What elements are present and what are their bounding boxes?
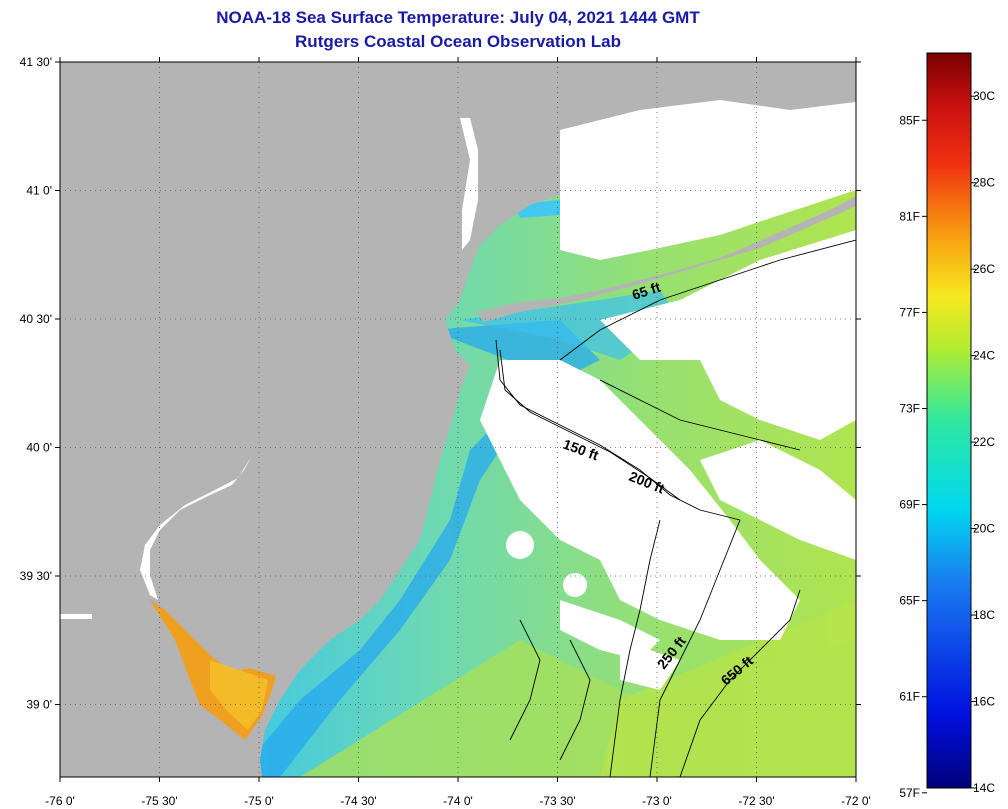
lon-label: -75 0' bbox=[244, 794, 274, 808]
colorbar-f-label: 57F bbox=[899, 786, 920, 800]
lon-label: -72 0' bbox=[841, 794, 871, 808]
land-mass bbox=[60, 62, 856, 777]
lon-label: -73 30' bbox=[539, 794, 575, 808]
lat-label: 40 0' bbox=[26, 441, 52, 455]
lat-label: 39 30' bbox=[20, 569, 52, 583]
lon-label: -75 30' bbox=[141, 794, 177, 808]
colorbar-f-label: 69F bbox=[899, 498, 920, 512]
colorbar-f-label: 65F bbox=[899, 594, 920, 608]
graticule bbox=[55, 57, 861, 782]
colorbar bbox=[926, 52, 972, 789]
lat-label: 39 0' bbox=[26, 698, 52, 712]
lon-label: -74 0' bbox=[443, 794, 473, 808]
longitude-labels: -76 0' -75 30' -75 0' -74 30' -74 0' -73 30' -… bbox=[45, 794, 871, 808]
colorbar-c-label: 14C bbox=[973, 781, 995, 795]
lon-label: -76 0' bbox=[45, 794, 75, 808]
latitude-labels: 41 30' 41 0' 40 30' 40 0' 39 30' 39 0' bbox=[20, 55, 52, 712]
colorbar-celsius-labels: 30C 28C 26C 24C 22C 20C 18C 16C 14C bbox=[971, 89, 995, 795]
map-title: NOAA-18 Sea Surface Temperature: July 04… bbox=[216, 8, 700, 27]
long-island bbox=[476, 196, 856, 322]
lon-label: -74 30' bbox=[340, 794, 376, 808]
colorbar-f-label: 73F bbox=[899, 401, 920, 415]
colorbar-c-label: 18C bbox=[973, 608, 995, 622]
colorbar-c-label: 22C bbox=[973, 435, 995, 449]
colorbar-f-label: 81F bbox=[899, 209, 920, 223]
colorbar-c-label: 24C bbox=[973, 349, 995, 363]
colorbar-c-label: 30C bbox=[973, 89, 995, 103]
colorbar-c-label: 20C bbox=[973, 522, 995, 536]
colorbar-f-label: 61F bbox=[899, 690, 920, 704]
lat-label: 40 30' bbox=[20, 312, 52, 326]
colorbar-c-label: 16C bbox=[973, 695, 995, 709]
colorbar-f-label: 85F bbox=[899, 113, 920, 127]
map-subtitle: Rutgers Coastal Ocean Observation Lab bbox=[295, 32, 621, 51]
lon-label: -72 30' bbox=[738, 794, 774, 808]
lat-label: 41 0' bbox=[26, 184, 52, 198]
lon-label: -73 0' bbox=[642, 794, 672, 808]
lat-label: 41 30' bbox=[20, 55, 52, 69]
colorbar-c-label: 28C bbox=[973, 176, 995, 190]
bathymetry-contours bbox=[495, 239, 856, 777]
colorbar-fahrenheit-labels: 85F 81F 77F 73F 69F 65F 61F 57F bbox=[899, 113, 927, 800]
colorbar-c-label: 26C bbox=[973, 262, 995, 276]
colorbar-f-label: 77F bbox=[899, 305, 920, 319]
